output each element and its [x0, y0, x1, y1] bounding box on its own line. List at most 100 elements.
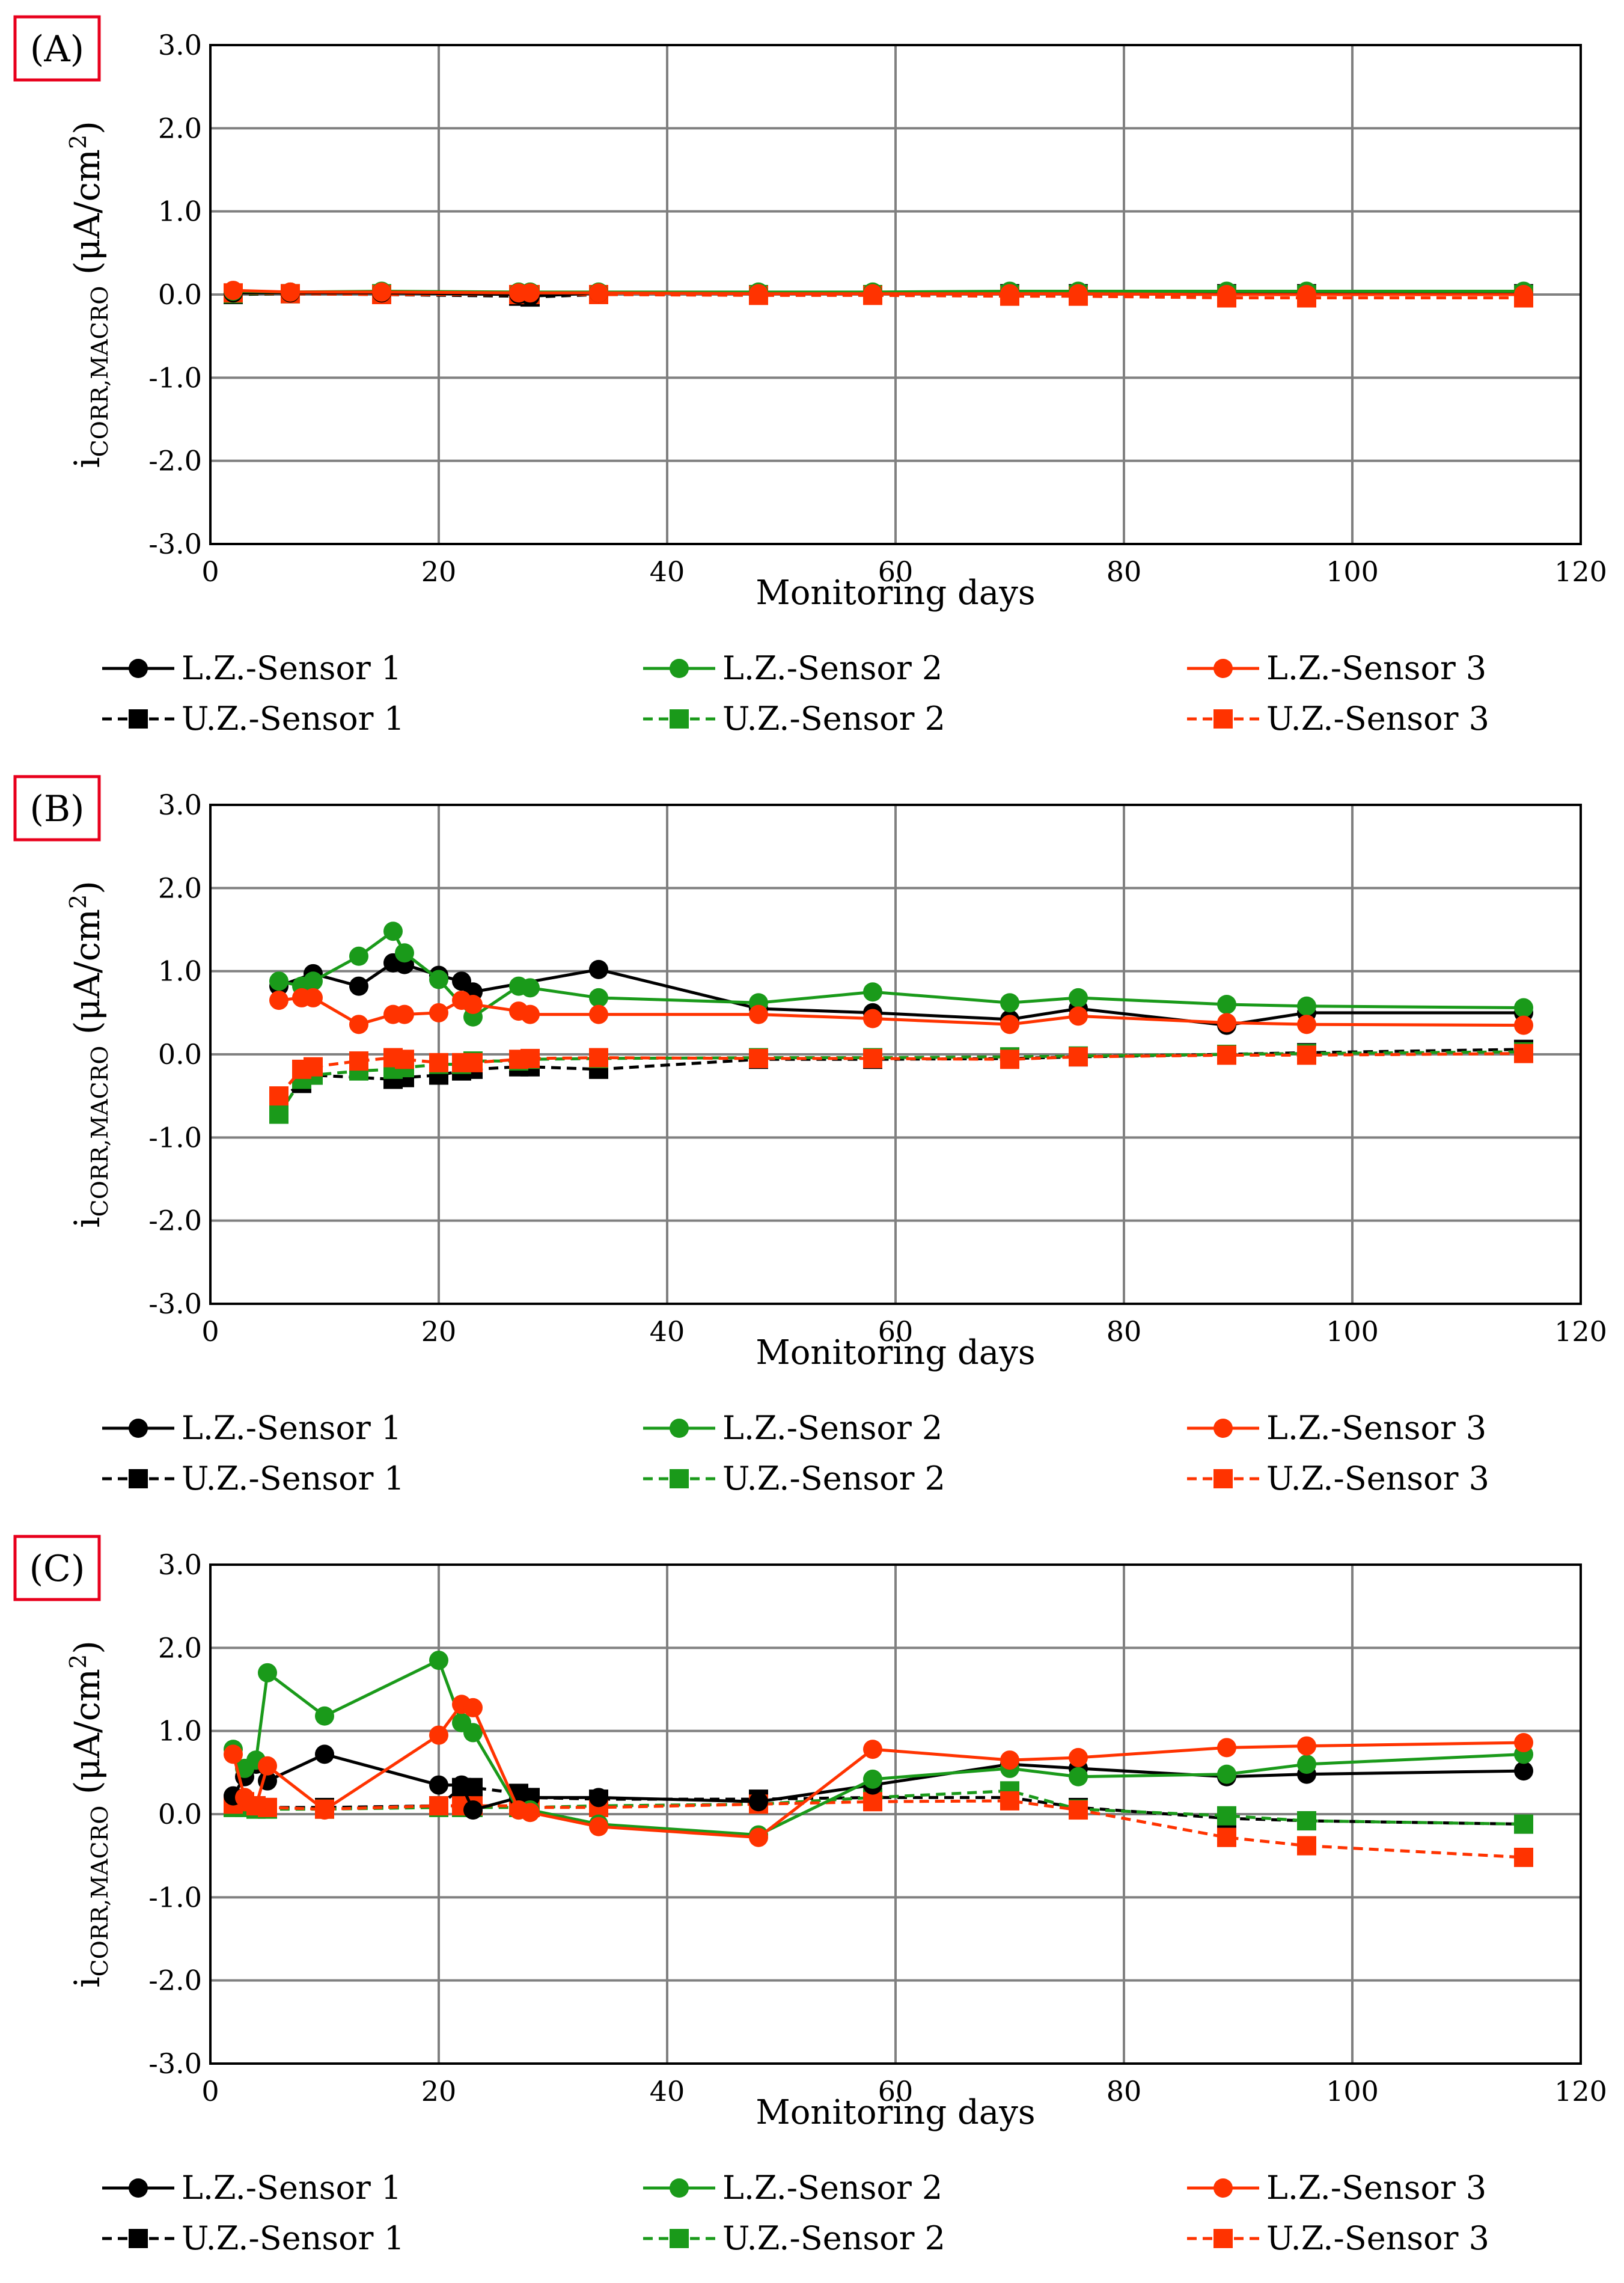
x-tick-label: 100 — [1326, 555, 1379, 588]
legend-item: U.Z.-Sensor 2 — [643, 2219, 945, 2257]
y-tick-label: 1.0 — [158, 955, 202, 988]
x-tick-label: 80 — [1107, 1315, 1142, 1348]
data-point — [429, 1053, 448, 1072]
y-axis-title-subscript: CORR,MACRO — [87, 1806, 113, 1977]
y-tick-label: -1.0 — [148, 1121, 202, 1154]
data-point — [1514, 1814, 1533, 1834]
legend: L.Z.-Sensor 1 L.Z.-Sensor 2 L.Z.-Sensor 3 U… — [102, 649, 1489, 738]
legend-item: L.Z.-Sensor 1 — [102, 1409, 401, 1447]
x-tick-label: 80 — [1107, 555, 1142, 588]
data-point — [863, 1048, 882, 1068]
y-axis-title-main: i — [67, 1976, 108, 1988]
data-point — [749, 1004, 768, 1024]
legend-label: L.Z.-Sensor 3 — [1266, 649, 1486, 687]
y-axis-title-main: i — [67, 1217, 108, 1228]
data-point — [1297, 1836, 1316, 1856]
data-point — [246, 1796, 266, 1816]
data-point — [1000, 284, 1019, 304]
x-tick-label: 100 — [1326, 2075, 1379, 2107]
data-point — [1069, 1767, 1088, 1786]
legend-item: L.Z.-Sensor 3 — [1187, 2169, 1486, 2207]
legend-label: U.Z.-Sensor 2 — [722, 2219, 945, 2257]
legend-item: L.Z.-Sensor 2 — [643, 2169, 942, 2207]
y-axis-title-unit: (μA/cm — [67, 149, 108, 286]
legend-marker — [670, 659, 689, 678]
series-lz-sensor-3 — [224, 1695, 1533, 1847]
y-tick-label: 0.0 — [158, 278, 202, 311]
data-point — [863, 982, 882, 1002]
y-axis-title-unit: (μA/cm — [67, 1669, 108, 1806]
data-point — [1069, 988, 1088, 1007]
data-point — [1514, 998, 1533, 1018]
plot-frame — [209, 804, 1582, 1305]
x-axis-title: Monitoring days — [756, 1333, 1035, 1372]
data-point — [1217, 1806, 1236, 1826]
y-axis-title-superscript: 2 — [65, 1654, 91, 1669]
legend-item: U.Z.-Sensor 3 — [1187, 700, 1489, 738]
y-tick-label: -1.0 — [148, 1881, 202, 1913]
data-point — [520, 1004, 540, 1024]
legend-label: L.Z.-Sensor 1 — [182, 1409, 401, 1447]
data-point — [349, 1015, 368, 1035]
legend-label: U.Z.-Sensor 2 — [722, 700, 945, 738]
data-point — [1297, 996, 1316, 1016]
legend-marker — [129, 2229, 148, 2248]
y-tick-label: 2.0 — [158, 1631, 202, 1664]
data-point — [269, 991, 288, 1010]
legend-marker — [670, 2229, 689, 2248]
y-tick-label: -2.0 — [148, 1964, 202, 1997]
data-point — [1069, 284, 1088, 304]
legend-label: L.Z.-Sensor 2 — [722, 1409, 942, 1447]
data-point — [1514, 1733, 1533, 1753]
data-point — [1217, 1045, 1236, 1065]
data-point — [429, 1775, 448, 1795]
data-point — [863, 1009, 882, 1028]
data-point — [589, 1788, 608, 1808]
y-axis-title-main: i — [67, 457, 108, 468]
data-point — [269, 1104, 288, 1124]
x-tick-label: 40 — [650, 555, 685, 588]
data-point — [315, 1706, 334, 1726]
data-point — [863, 284, 882, 304]
chart-panel-c: (C) 3.0 2.0 1.0 0.0 -1.0 -2.0 -3.00 20 40 60 80 100 1… — [13, 1535, 1607, 2257]
y-axis-title: iCORR,MACRO (μA/cm2) — [65, 1640, 113, 1988]
panel-tag-box — [13, 775, 101, 842]
x-tick-label: 0 — [201, 555, 219, 588]
legend-label: L.Z.-Sensor 2 — [722, 649, 942, 687]
data-point — [463, 1053, 483, 1072]
series-line — [231, 1702, 1524, 1839]
y-tick-label: 2.0 — [158, 112, 202, 144]
data-point — [224, 281, 243, 301]
data-point — [349, 946, 368, 966]
x-tick-label: 40 — [650, 1315, 685, 1348]
data-point — [1514, 1847, 1533, 1867]
y-tick-label: 3.0 — [158, 1548, 202, 1581]
legend-item: L.Z.-Sensor 1 — [102, 2169, 401, 2207]
x-tick-label: 40 — [650, 2075, 685, 2107]
legend-label: U.Z.-Sensor 1 — [182, 2219, 404, 2257]
y-axis-title: iCORR,MACRO (μA/cm2) — [65, 881, 113, 1228]
data-point — [863, 1792, 882, 1812]
y-axis-title-close: ) — [67, 881, 108, 894]
legend-marker — [129, 659, 148, 678]
data-point — [1297, 285, 1316, 304]
data-point — [429, 1725, 448, 1745]
y-axis-title-subscript: CORR,MACRO — [87, 286, 113, 457]
data-point — [749, 1792, 768, 1812]
x-tick-label: 20 — [421, 555, 457, 588]
y-axis-ticks: 3.0 2.0 1.0 0.0 -1.0 -2.0 -3.0 — [148, 1548, 202, 2080]
data-point — [1000, 993, 1019, 1013]
data-point — [589, 988, 608, 1007]
legend-item: U.Z.-Sensor 3 — [1187, 1459, 1489, 1497]
data-point — [520, 283, 540, 303]
y-tick-label: -2.0 — [148, 445, 202, 477]
x-axis-ticks: 0 20 40 60 80 100 120 — [201, 2075, 1607, 2107]
y-tick-label: 0.0 — [158, 1038, 202, 1071]
legend-item: U.Z.-Sensor 2 — [643, 700, 945, 738]
panel-tag-label: (A) — [30, 28, 84, 70]
panel-tag-a: (A) — [13, 15, 101, 82]
data-point — [383, 921, 403, 941]
y-axis-title-superscript: 2 — [65, 135, 91, 149]
data-point — [1217, 285, 1236, 304]
data-point — [463, 1723, 483, 1743]
